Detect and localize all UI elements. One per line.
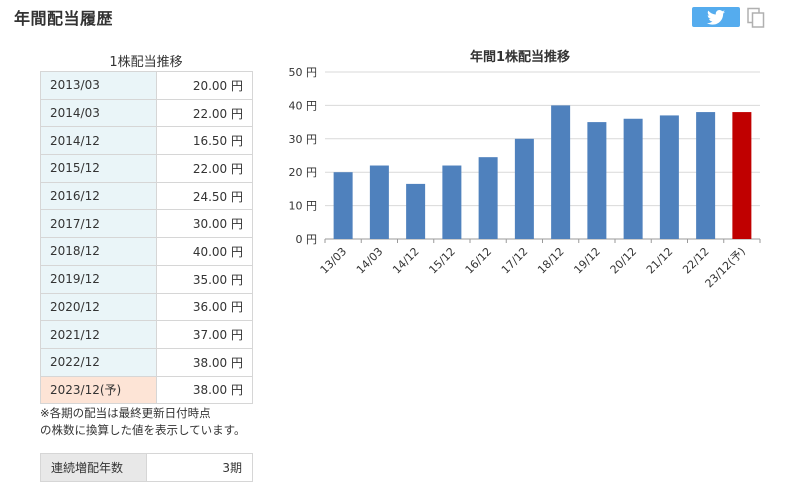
y-tick-label: 10 円 [289,200,318,213]
x-tick-label: 14/03 [354,245,386,277]
dividend-table-row: 2015/12 22.00 円 [40,154,254,183]
dividend-value-cell: 20.00 円 [155,71,254,100]
dividend-table-row: 2021/12 37.00 円 [40,320,254,349]
x-tick-label: 20/12 [608,245,640,277]
streak-row: 連続増配年数 3期 [40,453,253,482]
tweet-button[interactable] [692,7,740,27]
dividend-value-cell: 40.00 円 [155,237,254,266]
dividend-table-row: 2016/12 24.50 円 [40,181,254,211]
dividend-table-row: 2019/12 35.00 円 [40,264,254,294]
dividend-table-row: 2017/12 30.00 円 [40,209,254,239]
dividend-period-cell: 2022/12 [40,347,157,377]
dividend-value-cell: 24.50 円 [155,181,254,211]
dividend-table-row: 2014/03 22.00 円 [40,98,254,128]
x-tick-label: 22/12 [680,245,712,277]
page-title: 年間配当履歴 [14,9,114,28]
dividend-value-cell: 36.00 円 [155,292,254,322]
bar [442,165,462,239]
dividend-period-cell: 2014/03 [40,98,157,128]
streak-value: 3期 [146,453,253,482]
streak-table: 連続増配年数 3期 [40,453,253,482]
bar [369,165,389,239]
dividend-table-row: 2020/12 36.00 円 [40,292,254,322]
dividend-bar-chart: 0 円 10 円 20 円 30 円 40 円 50 円 13/03 14/03 14/12 15… [289,66,761,290]
bar [333,172,353,239]
y-tick-label: 20 円 [289,166,318,179]
dividend-table: 2013/03 20.00 円 2014/03 22.00 円 2014/12 16.50… [40,71,254,405]
dividend-period-cell: 2013/03 [40,71,157,100]
x-tick-label: 21/12 [644,245,676,277]
dividend-note: ※各期の配当は最終更新日付時点 の株数に換算した値を表示しています。 [40,405,246,439]
x-tick-label: 16/12 [463,245,495,277]
bar [587,122,607,239]
chart-title: 年間1株配当推移 [470,50,571,65]
dividend-value-cell: 38.00 円 [155,375,254,405]
dividend-value-cell: 22.00 円 [155,154,254,183]
dividend-period-cell: 2016/12 [40,181,157,211]
dividend-period-cell: 2017/12 [40,209,157,239]
y-tick-label: 30 円 [289,133,318,146]
dividend-value-cell: 37.00 円 [155,320,254,349]
bar [623,118,643,239]
dividend-period-cell: 2018/12 [40,237,157,266]
dividend-table-row: 2014/12 16.50 円 [40,126,254,156]
x-tick-label: 13/03 [318,245,350,277]
dividend-note-line2: の株数に換算した値を表示しています。 [40,423,246,437]
copy-icon[interactable] [746,7,766,29]
dividend-value-cell: 38.00 円 [155,347,254,377]
bar [478,157,498,239]
y-tick-label: 50 円 [289,66,318,79]
bar [514,138,534,239]
x-tick-label: 14/12 [390,245,422,277]
dividend-period-cell: 2020/12 [40,292,157,322]
forecast-bar [732,112,752,239]
x-tick-label: 18/12 [535,245,567,277]
x-tick-label: 15/12 [426,245,458,277]
dividend-value-cell: 30.00 円 [155,209,254,239]
dividend-value-cell: 16.50 円 [155,126,254,156]
dividend-period-cell: 2015/12 [40,154,157,183]
dividend-note-line1: ※各期の配当は最終更新日付時点 [40,406,211,420]
dividend-table-caption: 1株配当推移 [109,55,183,70]
dividend-period-cell: 2021/12 [40,320,157,349]
bar [696,112,716,239]
dividend-value-cell: 35.00 円 [155,264,254,294]
dividend-period-cell: 2019/12 [40,264,157,294]
bar [659,115,679,239]
dividend-table-row: 2022/12 38.00 円 [40,347,254,377]
dividend-value-cell: 22.00 円 [155,98,254,128]
y-tick-label: 40 円 [289,99,318,112]
dividend-period-cell: 2014/12 [40,126,157,156]
dividend-table-row: 2023/12(予) 38.00 円 [40,375,254,405]
x-tick-label: 17/12 [499,245,531,277]
bar [551,105,571,240]
streak-label: 連続増配年数 [40,453,147,482]
dividend-period-cell: 2023/12(予) [40,375,157,405]
y-tick-label: 0 円 [296,233,318,246]
bar [406,183,426,239]
x-tick-label: 19/12 [571,245,603,277]
dividend-table-row: 2018/12 40.00 円 [40,237,254,266]
dividend-table-row: 2013/03 20.00 円 [40,71,254,100]
twitter-bird-icon [707,9,725,25]
